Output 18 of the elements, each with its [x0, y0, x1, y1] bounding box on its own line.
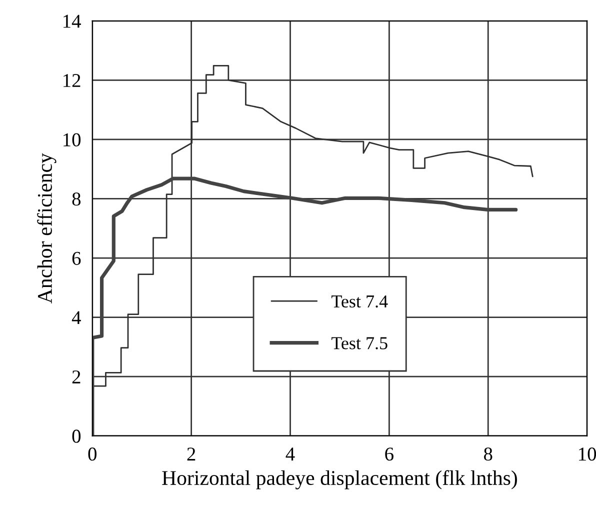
- y-tick-label: 0: [72, 430, 81, 443]
- y-tick-label: 4: [72, 311, 81, 324]
- y-tick-label: 2: [72, 370, 80, 384]
- x-axis-title: Horizontal padeye displacement (flk lnths): [162, 470, 517, 490]
- x-tick-label: 6: [385, 448, 394, 461]
- x-tick-label: 0: [88, 448, 96, 461]
- legend-label: Test 7.4: [331, 295, 388, 308]
- y-axis-title: Anchor efficiency: [37, 153, 56, 304]
- y-tick-label: 6: [72, 252, 81, 265]
- legend-label: Test 7.5: [331, 337, 388, 350]
- y-tick-label: 10: [64, 133, 81, 146]
- y-tick-label: 8: [72, 192, 81, 206]
- x-tick-label: 10: [579, 448, 596, 461]
- y-tick-label: 12: [64, 74, 80, 87]
- x-tick-label: 2: [187, 448, 196, 460]
- y-tick-label: 14: [64, 14, 81, 28]
- x-tick-label: 8: [484, 448, 492, 461]
- x-tick-label: 4: [286, 448, 295, 460]
